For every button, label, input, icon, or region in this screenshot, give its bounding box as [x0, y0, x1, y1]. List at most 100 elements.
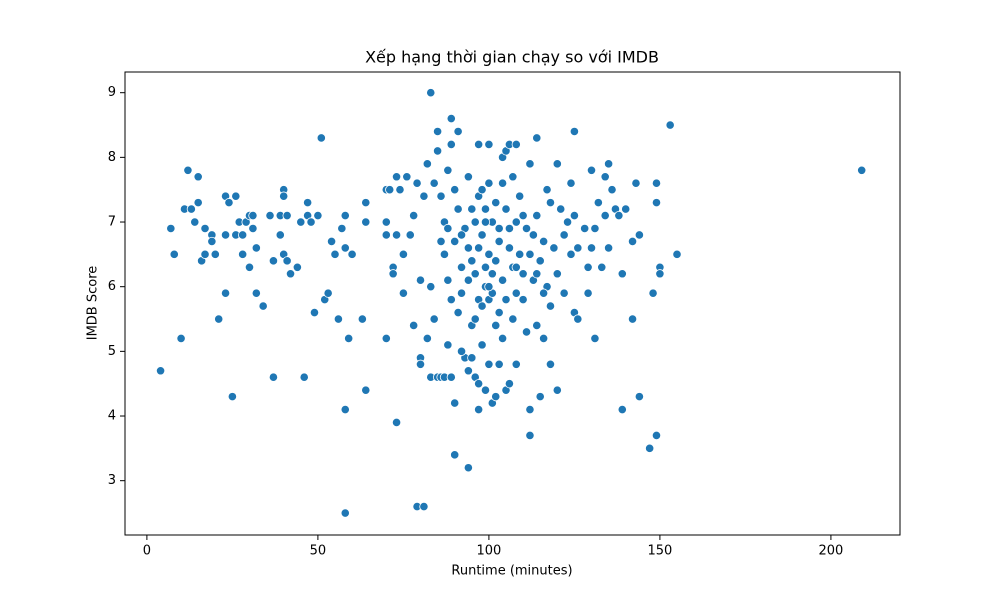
- scatter-point: [518, 295, 528, 305]
- scatter-point: [361, 385, 371, 395]
- scatter-point: [651, 178, 662, 188]
- scatter-point: [586, 165, 597, 175]
- scatter-point: [474, 379, 484, 389]
- scatter-point: [316, 133, 326, 143]
- scatter-point: [621, 204, 631, 214]
- x-tick-label: 150: [647, 544, 672, 559]
- x-axis-label: Runtime (minutes): [451, 564, 572, 579]
- y-tick-label: 6: [108, 279, 116, 294]
- y-tick-label: 8: [108, 150, 116, 165]
- scatter-point: [248, 223, 258, 234]
- scatter-point: [583, 262, 593, 272]
- scatter-point: [491, 392, 501, 402]
- scatter-point: [419, 191, 429, 201]
- scatter-point: [634, 230, 644, 240]
- scatter-point: [193, 172, 203, 182]
- scatter-point: [593, 198, 603, 208]
- scatter-point: [258, 301, 268, 311]
- scatter-point: [453, 204, 463, 214]
- scatter-point: [275, 230, 285, 240]
- scatter-point: [207, 236, 217, 247]
- scatter-point: [491, 256, 501, 266]
- scatter-point: [344, 333, 354, 344]
- scatter-point: [586, 243, 597, 253]
- scatter-point: [487, 269, 497, 279]
- scatter-point: [518, 210, 528, 221]
- scatter-point: [282, 210, 292, 221]
- scatter-point: [155, 366, 166, 376]
- scatter-point: [607, 185, 617, 195]
- scatter-point: [446, 295, 456, 305]
- scatter-point: [583, 288, 593, 298]
- scatter-point: [432, 126, 443, 137]
- scatter-point: [391, 230, 402, 240]
- scatter-point: [562, 217, 573, 227]
- scatter-point: [409, 210, 419, 221]
- scatter-point: [477, 185, 487, 195]
- scatter-point: [415, 275, 426, 285]
- scatter-point: [398, 288, 408, 298]
- scatter-point: [381, 333, 391, 344]
- x-tick-label: 100: [476, 544, 501, 559]
- scatter-point: [361, 198, 371, 208]
- scatter-point: [432, 146, 443, 156]
- scatter-point: [511, 262, 521, 272]
- scatter-point: [573, 243, 583, 253]
- scatter-point: [463, 275, 473, 285]
- scatter-point: [285, 269, 296, 279]
- scatter-point: [480, 217, 491, 227]
- scatter-point: [511, 217, 521, 227]
- scatter-point: [470, 217, 480, 227]
- scatter-point: [672, 249, 682, 259]
- scatter-point: [590, 223, 600, 234]
- scatter-point: [528, 230, 538, 240]
- scatter-point: [409, 320, 419, 331]
- scatter-point: [405, 230, 415, 240]
- scatter-point: [590, 333, 600, 344]
- scatter-point: [220, 230, 231, 240]
- scatter-point: [501, 204, 511, 214]
- scatter-point: [484, 359, 494, 369]
- scatter-point: [214, 314, 224, 324]
- scatter-point: [552, 385, 562, 395]
- x-tick-label: 200: [818, 544, 843, 559]
- scatter-point: [450, 236, 460, 247]
- scatter-point: [299, 372, 309, 382]
- scatter-point: [443, 340, 453, 350]
- scatter-point: [552, 159, 562, 169]
- scatter-point: [330, 249, 340, 259]
- scatter-point: [556, 204, 566, 214]
- scatter-point: [566, 178, 576, 188]
- scatter-point: [617, 269, 627, 279]
- scatter-point: [426, 88, 436, 98]
- scatter-point: [497, 178, 508, 188]
- scatter-point: [443, 165, 453, 175]
- scatter-point: [248, 210, 258, 221]
- scatter-point: [340, 508, 350, 518]
- scatter-point: [532, 133, 542, 143]
- scatter-point: [412, 178, 422, 188]
- scatter-point: [484, 178, 494, 188]
- scatter-point: [231, 191, 241, 201]
- scatter-point: [450, 450, 460, 460]
- scatter-point: [446, 139, 456, 150]
- scatter-point: [525, 404, 535, 415]
- scatter-point: [340, 243, 350, 253]
- scatter-point: [627, 314, 638, 324]
- scatter-point: [323, 288, 333, 298]
- scatter-point: [446, 372, 456, 382]
- scatter-point: [429, 314, 439, 324]
- scatter-point: [279, 191, 289, 201]
- scatter-point: [532, 320, 542, 331]
- scatter-point: [645, 443, 655, 453]
- scatter-point: [183, 165, 193, 175]
- scatter-point: [480, 262, 491, 272]
- scatter-point: [422, 159, 432, 169]
- scatter-point: [381, 230, 391, 240]
- scatter-point: [631, 178, 641, 188]
- scatter-point: [422, 333, 432, 344]
- scatter-point: [477, 301, 487, 311]
- scatter-point: [313, 210, 323, 221]
